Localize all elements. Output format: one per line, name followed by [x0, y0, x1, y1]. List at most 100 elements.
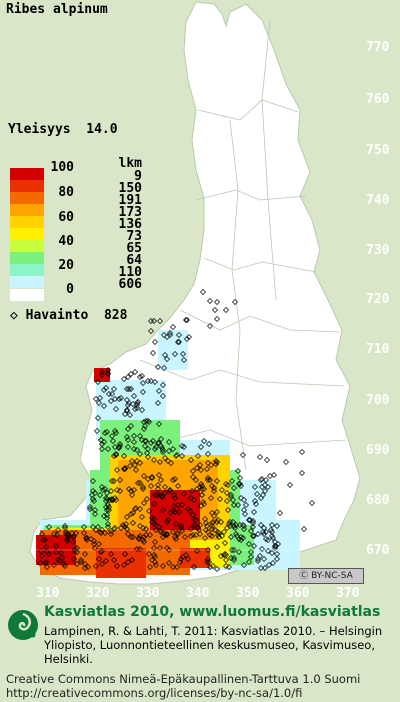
- observation-marker: [160, 507, 166, 513]
- observation-marker: [58, 550, 64, 556]
- x-tick-360: 360: [286, 586, 310, 601]
- observation-marker: [96, 541, 102, 547]
- observation-marker: [87, 504, 93, 510]
- observation-marker: [231, 502, 237, 508]
- observation-marker: [181, 444, 187, 450]
- observation-marker: [160, 449, 166, 455]
- y-tick-690: 690: [366, 443, 390, 458]
- observation-marker: [255, 531, 261, 537]
- cc-icon: Ⓒ: [299, 571, 309, 581]
- observation-marker: [264, 457, 270, 463]
- observation-marker: [132, 506, 138, 512]
- observation-marker: [78, 559, 84, 565]
- observation-marker: [251, 509, 257, 515]
- observation-marker: [175, 483, 181, 489]
- observation-marker: [128, 511, 134, 517]
- x-tick-350: 350: [236, 586, 260, 601]
- observation-marker: [159, 493, 165, 499]
- observation-marker: [43, 544, 49, 550]
- observation-marker: [128, 534, 134, 540]
- observation-marker: [140, 389, 146, 395]
- cc-license-badge[interactable]: Ⓒ BY-NC-SA: [288, 568, 364, 584]
- observation-marker: [274, 523, 280, 529]
- observation-marker: [160, 447, 166, 453]
- observation-marker: [143, 526, 149, 532]
- y-tick-750: 750: [366, 143, 390, 158]
- observation-marker: [189, 488, 195, 494]
- observation-marker: [167, 487, 173, 493]
- observation-marker: [167, 332, 173, 338]
- observation-marker: [142, 443, 148, 449]
- count-8: 64: [126, 253, 142, 268]
- count-4: 173: [118, 205, 142, 220]
- observation-marker: [251, 543, 257, 549]
- observation-marker: [137, 374, 143, 380]
- observation-marker: [129, 458, 135, 464]
- observation-marker: [135, 480, 141, 486]
- observation-marker: [153, 562, 159, 568]
- observation-marker: [99, 446, 105, 452]
- observation-marker: [105, 521, 111, 527]
- observation-marker: [262, 488, 268, 494]
- observation-marker: [113, 430, 119, 436]
- observation-marker: [109, 433, 115, 439]
- observation-marker: [224, 525, 230, 531]
- observation-marker: [99, 369, 105, 375]
- observation-marker: [236, 481, 242, 487]
- observation-marker: [204, 466, 210, 472]
- observation-marker: [191, 516, 197, 522]
- observation-marker: [131, 433, 137, 439]
- observation-marker: [156, 388, 162, 394]
- observation-marker: [114, 563, 120, 569]
- observation-marker: [40, 537, 46, 543]
- observation-marker: [164, 545, 170, 551]
- observation-marker: [188, 457, 194, 463]
- observation-marker: [205, 460, 211, 466]
- brand-link[interactable]: Kasviatlas 2010, www.luomus.fi/kasviatla…: [44, 604, 381, 620]
- observation-marker: [162, 484, 168, 490]
- observation-marker: [90, 496, 96, 502]
- observation-marker: [214, 544, 220, 550]
- observation-marker: [112, 525, 118, 531]
- observation-marker: [214, 566, 220, 572]
- observation-marker: [309, 500, 315, 506]
- observation-marker: [181, 491, 187, 497]
- observation-marker: [96, 556, 102, 562]
- observation-marker: [55, 557, 61, 563]
- observation-marker: [261, 531, 267, 537]
- observation-marker: [103, 504, 109, 510]
- legend-label-20: 20: [58, 258, 74, 273]
- observation-marker: [183, 317, 189, 323]
- observation-marker: [269, 529, 275, 535]
- observation-marker: [223, 307, 229, 313]
- observation-marker: [194, 465, 200, 471]
- observation-marker: [170, 446, 176, 452]
- finland-map-svg: [29, 1, 361, 585]
- observation-marker: [130, 534, 136, 540]
- observation-marker: [200, 289, 206, 295]
- license-url-link[interactable]: http://creativecommons.org/licenses/by-n…: [6, 686, 303, 700]
- observation-marker: [235, 468, 241, 474]
- observation-marker: [170, 529, 176, 535]
- observation-marker: [228, 492, 234, 498]
- observation-marker: [132, 462, 138, 468]
- legend-swatch-1: [10, 168, 44, 180]
- observation-marker: [109, 478, 115, 484]
- observation-marker: [160, 534, 166, 540]
- observation-marker: [111, 478, 117, 484]
- observation-marker: [143, 418, 149, 424]
- observation-marker: [155, 400, 161, 406]
- observation-marker: [258, 565, 264, 571]
- observation-marker: [190, 474, 196, 480]
- observation-marker: [272, 543, 278, 549]
- observation-marker: [112, 495, 118, 501]
- observation-marker: [184, 317, 190, 323]
- observation-marker: [209, 533, 215, 539]
- observation-marker: [191, 564, 197, 570]
- observation-marker: [198, 481, 204, 487]
- observation-marker: [57, 558, 63, 564]
- observation-marker: [111, 386, 117, 392]
- observation-marker: [158, 477, 164, 483]
- observation-marker: [116, 396, 122, 402]
- count-7: 65: [126, 241, 142, 256]
